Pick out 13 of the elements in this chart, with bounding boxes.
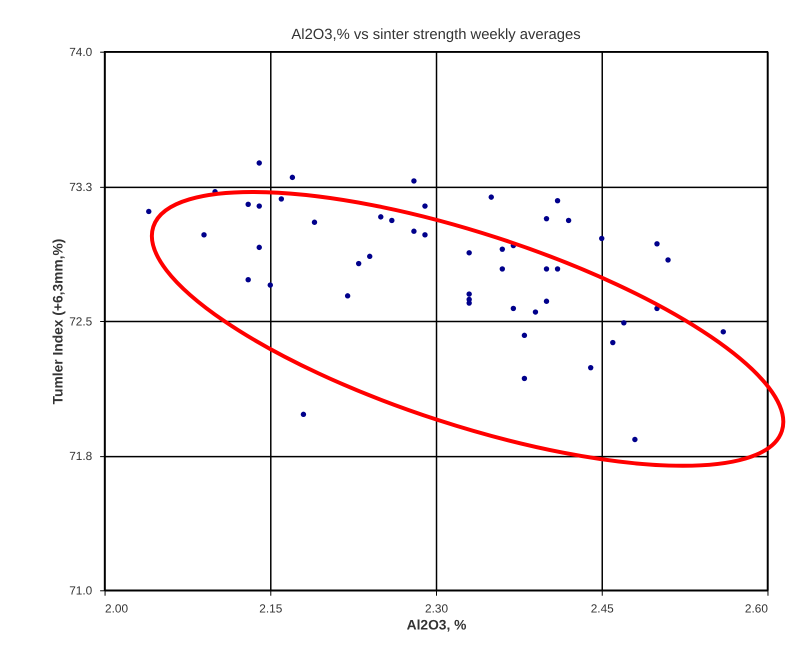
x-tick-label: 2.45: [590, 601, 614, 616]
x-tick-label: 2.15: [259, 601, 283, 616]
x-tick-label: 2.00: [105, 601, 128, 616]
chart-title: Al2O3,% vs sinter strength weekly averages: [291, 26, 581, 43]
y-tick-label: 71.8: [69, 449, 93, 464]
x-tick-label: 2.60: [744, 601, 768, 616]
x-tick-label: 2.30: [424, 601, 448, 616]
y-tick-label: 72.5: [69, 314, 93, 328]
y-tick-label: 71.0: [69, 584, 93, 598]
y-tick-label: 74.0: [69, 45, 93, 60]
x-axis-title: Al2O3, %: [406, 616, 466, 632]
y-tick-label: 73.3: [69, 180, 93, 194]
y-axis-title: Tumler Index (+6,3mm,%): [49, 238, 66, 404]
